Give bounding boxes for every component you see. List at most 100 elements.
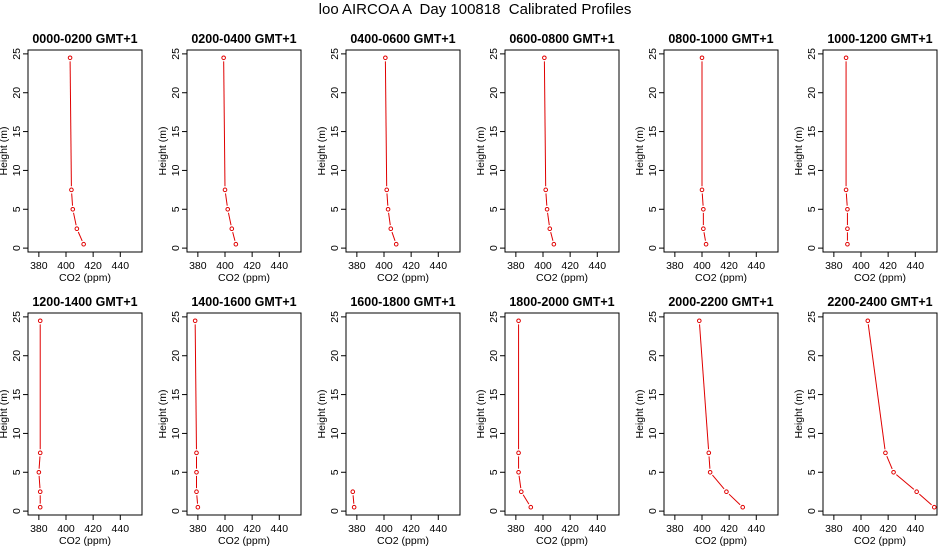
x-tick-label: 420 <box>243 523 261 535</box>
data-point <box>706 450 712 456</box>
y-axis-label: Height (m) <box>157 389 169 438</box>
series-line-segment <box>886 455 893 470</box>
data-point <box>81 241 86 247</box>
x-axis-label: CO2 (ppm) <box>218 535 270 547</box>
y-tick-label: 25 <box>170 311 182 323</box>
series-line-segment <box>845 193 848 206</box>
data-point <box>699 55 705 61</box>
y-tick-label: 0 <box>170 508 182 514</box>
series-line-segment <box>69 61 72 187</box>
x-tick-label: 420 <box>402 523 420 535</box>
plot-frame <box>345 49 461 253</box>
plot-frame <box>345 312 461 516</box>
chart-panel-5: 0800-1000 GMT+1 0 5 10 15 20 25 380 400 420 440CO2… <box>634 32 779 284</box>
y-tick-label: 15 <box>329 389 341 401</box>
y-tick-label: 20 <box>170 87 182 99</box>
panel-title: 1800-2000 GMT+1 <box>509 295 614 309</box>
x-tick-label: 380 <box>507 523 525 535</box>
data-point <box>699 187 705 193</box>
x-tick-label: 440 <box>271 523 289 535</box>
data-point <box>195 504 201 510</box>
y-axis-label: Height (m) <box>0 389 10 438</box>
y-axis-label: Height (m) <box>634 126 646 175</box>
y-tick-label: 15 <box>11 389 23 401</box>
y-tick-label: 15 <box>488 389 500 401</box>
x-tick-label: 420 <box>243 260 261 272</box>
data-point <box>845 241 850 247</box>
data-point <box>74 226 80 231</box>
y-tick-label: 15 <box>170 389 182 401</box>
y-tick-label: 20 <box>806 87 818 99</box>
data-point <box>703 241 709 247</box>
chart-panel-11: 2000-2200 GMT+1 0 5 10 15 20 25 380 400 420 440CO2… <box>634 295 779 547</box>
data-point <box>883 450 888 456</box>
panel-title: 0600-0800 GMT+1 <box>509 32 614 46</box>
series-line-segment <box>223 61 226 187</box>
y-tick-label: 10 <box>170 164 182 176</box>
series-line-segment <box>550 232 554 241</box>
y-tick-label: 10 <box>647 427 659 439</box>
series-line-segment <box>225 193 228 206</box>
series-line-segment <box>522 494 530 505</box>
data-point <box>351 504 357 510</box>
x-tick-label: 400 <box>534 523 552 535</box>
panel-title: 0000-0200 GMT+1 <box>32 32 137 46</box>
series-line-segment <box>227 212 232 226</box>
y-tick-label: 0 <box>170 245 182 251</box>
series-line-segment <box>701 193 704 206</box>
plot-frame <box>27 49 143 253</box>
x-tick-label: 400 <box>693 260 711 272</box>
panel-title: 1400-1600 GMT+1 <box>191 295 296 309</box>
y-tick-label: 15 <box>329 126 341 138</box>
y-tick-label: 0 <box>329 245 341 251</box>
x-tick-label: 420 <box>561 523 579 535</box>
y-tick-label: 25 <box>329 311 341 323</box>
y-tick-label: 15 <box>647 126 659 138</box>
chart-panel-10: 1800-2000 GMT+1 0 5 10 15 20 25 380 400 420 440CO2… <box>475 295 620 547</box>
x-tick-label: 420 <box>561 260 579 272</box>
data-point <box>37 489 43 494</box>
data-point <box>229 226 235 231</box>
data-point <box>222 187 228 193</box>
x-axis-label: CO2 (ppm) <box>218 272 270 284</box>
x-tick-label: 420 <box>84 260 102 272</box>
y-tick-label: 15 <box>11 126 23 138</box>
y-tick-label: 5 <box>329 469 341 475</box>
y-tick-label: 0 <box>488 245 500 251</box>
y-tick-label: 5 <box>170 206 182 212</box>
x-axis-label: CO2 (ppm) <box>59 272 111 284</box>
series-line-segment <box>71 193 74 206</box>
y-tick-label: 5 <box>11 206 23 212</box>
x-tick-label: 420 <box>720 260 738 272</box>
y-tick-label: 10 <box>488 164 500 176</box>
panel-title: 0200-0400 GMT+1 <box>191 32 296 46</box>
y-tick-label: 10 <box>806 164 818 176</box>
data-point <box>547 226 553 231</box>
data-point <box>384 187 390 193</box>
y-tick-label: 5 <box>806 469 818 475</box>
series-line-segment <box>708 456 711 469</box>
chart-panel-12: 2200-2400 GMT+1 0 5 10 15 20 25 380 400 420 440CO2… <box>793 295 938 547</box>
x-tick-label: 380 <box>348 260 366 272</box>
data-point <box>233 241 239 247</box>
x-tick-label: 440 <box>748 260 766 272</box>
data-point <box>516 469 521 475</box>
y-tick-label: 20 <box>329 350 341 362</box>
plot-frame <box>504 49 620 253</box>
x-tick-label: 440 <box>112 523 130 535</box>
x-tick-label: 420 <box>879 523 897 535</box>
data-point <box>707 469 713 475</box>
data-point <box>67 55 73 61</box>
x-tick-label: 420 <box>879 260 897 272</box>
x-axis-label: CO2 (ppm) <box>854 272 906 284</box>
x-tick-label: 440 <box>430 523 448 535</box>
data-point <box>701 206 706 212</box>
x-tick-label: 440 <box>589 260 607 272</box>
x-axis-label: CO2 (ppm) <box>377 272 429 284</box>
data-point <box>516 318 521 324</box>
y-axis-label: Height (m) <box>475 389 487 438</box>
series-line-segment <box>77 231 83 242</box>
y-tick-label: 5 <box>11 469 23 475</box>
data-point <box>740 504 746 510</box>
y-tick-label: 10 <box>488 427 500 439</box>
